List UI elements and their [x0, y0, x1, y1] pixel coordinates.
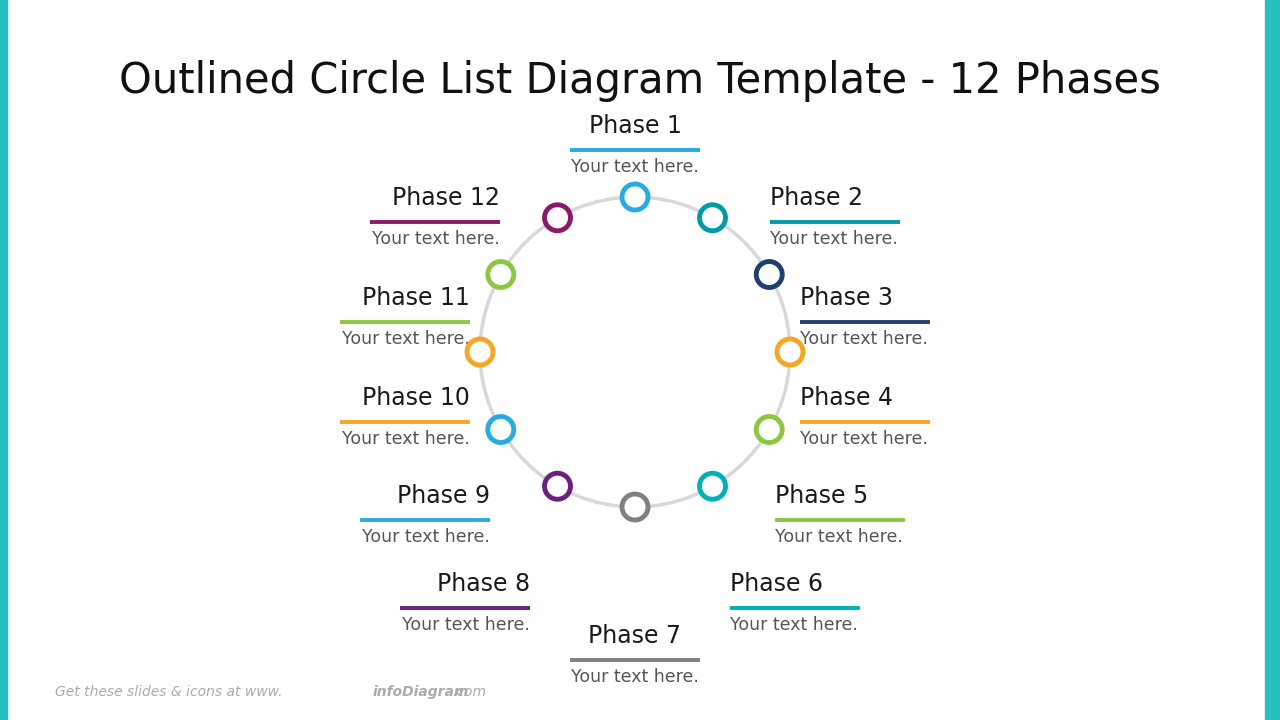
Text: Your text here.: Your text here.	[774, 528, 902, 546]
Text: Your text here.: Your text here.	[342, 430, 470, 448]
Text: Phase 8: Phase 8	[436, 572, 530, 596]
Circle shape	[756, 416, 782, 443]
Circle shape	[622, 494, 648, 520]
Text: Phase 9: Phase 9	[397, 484, 490, 508]
Text: Your text here.: Your text here.	[372, 230, 500, 248]
Text: Phase 4: Phase 4	[800, 386, 893, 410]
Circle shape	[544, 204, 571, 231]
Text: Phase 7: Phase 7	[589, 624, 681, 648]
Text: Phase 12: Phase 12	[392, 186, 500, 210]
Text: Phase 3: Phase 3	[800, 286, 893, 310]
Text: Your text here.: Your text here.	[342, 330, 470, 348]
Circle shape	[777, 339, 803, 365]
Text: Your text here.: Your text here.	[800, 430, 928, 448]
Circle shape	[699, 204, 726, 231]
Text: Your text here.: Your text here.	[362, 528, 490, 546]
Text: Your text here.: Your text here.	[571, 668, 699, 686]
Text: Your text here.: Your text here.	[571, 158, 699, 176]
Text: infoDiagram: infoDiagram	[372, 685, 470, 699]
Bar	[0, 0, 6, 720]
Text: Your text here.: Your text here.	[402, 616, 530, 634]
Text: Your text here.: Your text here.	[730, 616, 858, 634]
Text: .com: .com	[452, 685, 486, 699]
Text: Your text here.: Your text here.	[800, 330, 928, 348]
Text: Phase 10: Phase 10	[362, 386, 470, 410]
Text: Phase 11: Phase 11	[362, 286, 470, 310]
Circle shape	[756, 261, 782, 287]
Text: Phase 2: Phase 2	[771, 186, 863, 210]
Text: Phase 5: Phase 5	[774, 484, 868, 508]
Text: Phase 1: Phase 1	[589, 114, 681, 138]
Circle shape	[699, 473, 726, 499]
Circle shape	[488, 416, 513, 443]
Text: Get these slides & icons at www.: Get these slides & icons at www.	[55, 685, 283, 699]
Bar	[1265, 0, 1280, 720]
Text: Outlined Circle List Diagram Template - 12 Phases: Outlined Circle List Diagram Template - …	[119, 60, 1161, 102]
Text: Your text here.: Your text here.	[771, 230, 897, 248]
Circle shape	[488, 261, 513, 287]
Circle shape	[467, 339, 493, 365]
Circle shape	[622, 184, 648, 210]
Circle shape	[544, 473, 571, 499]
Text: Phase 6: Phase 6	[730, 572, 823, 596]
